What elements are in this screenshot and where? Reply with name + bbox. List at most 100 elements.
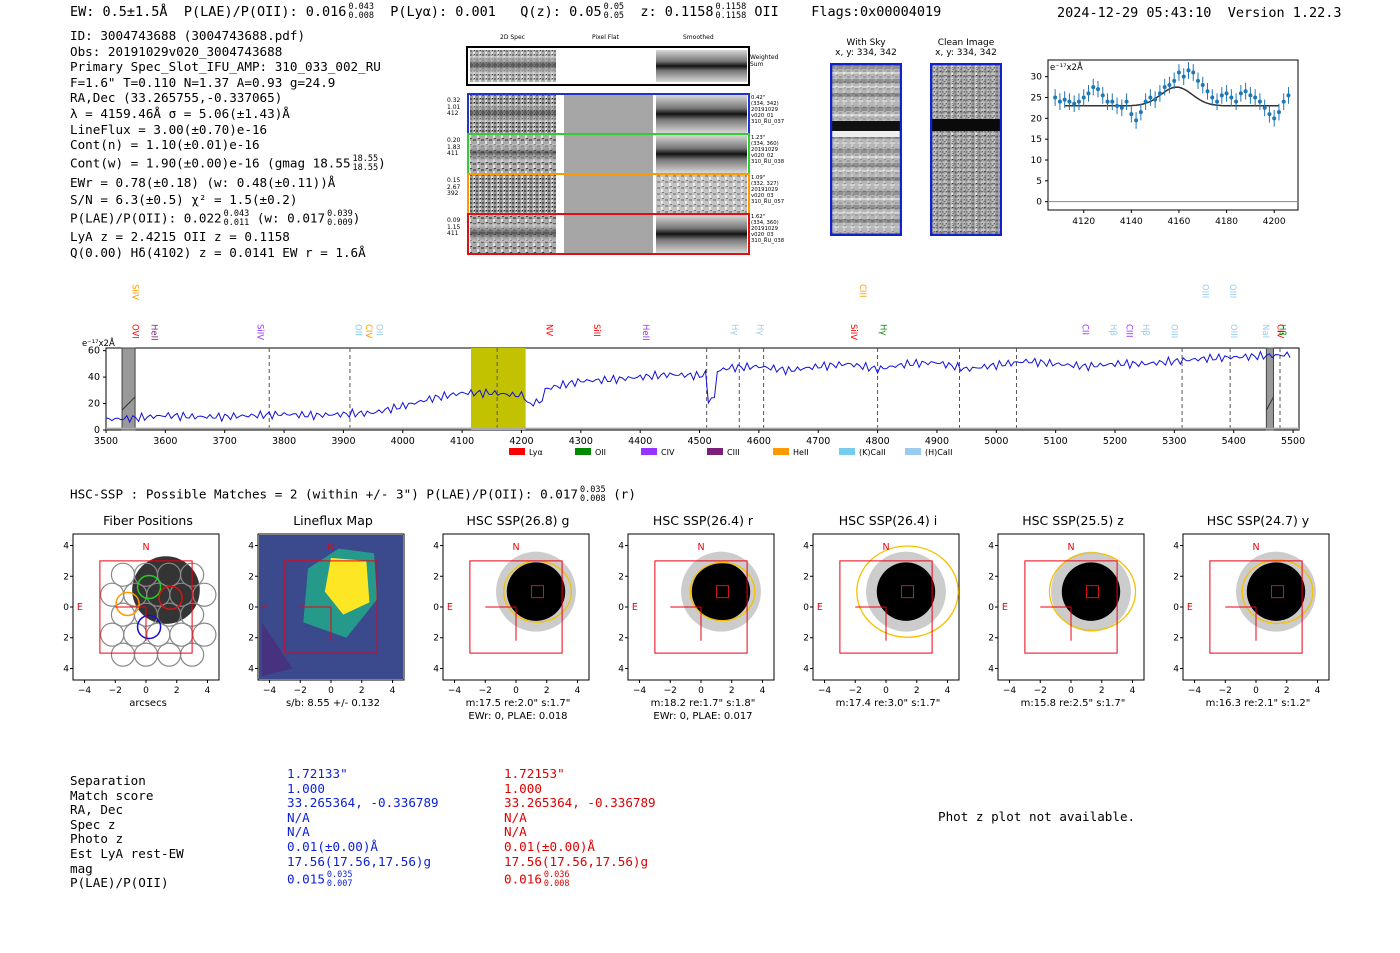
spec-line-label: OIII	[1199, 284, 1209, 298]
fit-point	[1272, 116, 1277, 121]
spec-line-label: SiIV	[848, 324, 858, 340]
hsc-ytick-label: 2	[803, 634, 809, 644]
fit-point	[1162, 85, 1167, 90]
fit-point	[1072, 101, 1077, 106]
hsc-north-label: N	[327, 542, 334, 553]
spec-row-2-v1: 0.20	[447, 137, 461, 144]
fiber-blue	[136, 614, 162, 640]
match-value: N/A	[504, 809, 527, 825]
fit-point	[1210, 95, 1215, 100]
spec-row-2-meta-1: (334, 360)	[751, 141, 779, 147]
hsc-east-label: E	[817, 602, 823, 613]
spec-col-flat: Pixel Flat	[592, 34, 619, 41]
hsc-xtick-label: 0	[143, 686, 149, 695]
hsc-xtick-label: 4	[205, 686, 211, 695]
hsc-ytick-label: 4	[988, 664, 994, 674]
hsc-ytick-label: 2	[618, 634, 624, 644]
spec-col-2d: 2D Spec	[500, 34, 525, 41]
hsc-ytick-label: 2	[618, 572, 624, 582]
spec-row-4-meta-4: 310_RU_038	[751, 238, 785, 244]
header-z-lo: 0.1158	[715, 11, 747, 21]
fit-point	[1134, 118, 1139, 123]
hsc-source-core	[506, 562, 566, 621]
fit-point	[1234, 99, 1239, 104]
hsc-east-label: E	[262, 602, 268, 613]
hsc-caption-line: arcsecs	[129, 698, 167, 709]
spec-line-label: SiIV	[254, 324, 264, 340]
hsc-panel-caption: m:15.8 re:2.5" s:1.7"	[988, 697, 1158, 710]
hsc-ytick-label: 0	[988, 603, 994, 613]
spec-legend-label: CIII	[727, 448, 740, 457]
hsc-caption-line: s/b: 8.55 +/- 0.132	[285, 698, 381, 709]
hsc-xtick-label: 2	[914, 686, 920, 695]
spec-xtick-label: 4300	[569, 436, 593, 447]
clean-image-coords: x, y: 334, 342	[935, 48, 997, 58]
spec-xtick-label: 4500	[687, 436, 711, 447]
lineflux-peak	[324, 557, 370, 615]
spec-row-2-meta: 1.23" (334, 360) 20191029 v020_02 310_RU_038	[751, 135, 784, 165]
spec-row-4	[467, 213, 750, 255]
match-label: RA, Dec	[70, 802, 124, 818]
hsc-ytick-label: 2	[63, 572, 69, 582]
fit-point	[1196, 78, 1200, 83]
hsc-ytick-label: 4	[803, 664, 809, 674]
info-contw-row: Cont(w) = 1.90(±0.00)e-16 (gmag 18.55 18.…	[70, 154, 386, 173]
header-plae-lo: 0.008	[348, 11, 374, 21]
match-label: Separation	[70, 773, 146, 788]
match-label: mag	[70, 860, 93, 876]
hsc-east-label: E	[1002, 602, 1008, 613]
fit-point	[1062, 97, 1067, 102]
hsc-ytick-label: 4	[988, 542, 994, 552]
spec-ytick-label: 40	[88, 372, 100, 383]
spec-xtick-label: 3900	[331, 436, 355, 447]
hsc-panel-title: HSC SSP(26.8) g	[466, 513, 570, 528]
hsc-xtick-label: −4	[818, 686, 832, 695]
fit-point	[1057, 99, 1062, 104]
fit-point	[1200, 83, 1205, 87]
spec-row-1-v1: 0.32	[447, 97, 461, 104]
hsc-ytick-label: 2	[433, 572, 439, 582]
hsc-source-core	[876, 562, 936, 621]
spec-xtick-label: 5000	[984, 436, 1008, 447]
match-labels: Separation Match score RA, Dec Spec z Ph…	[70, 773, 184, 891]
hsc-ytick-label: 2	[1173, 572, 1179, 582]
hsc-caption-line: EWr: 0, PLAE: 0.017	[653, 711, 753, 722]
spec-xtick-label: 3600	[153, 436, 177, 447]
spec-line-label: Hγ	[755, 324, 765, 335]
spec-row-4-meta-2: 20191029	[751, 226, 778, 232]
fit-point	[1086, 91, 1091, 96]
spec-legend-label: (H)CaII	[925, 448, 952, 457]
spec-line-label: SiII	[591, 324, 601, 337]
spec-line-label: OIII	[1168, 324, 1178, 338]
spec-legend-label: Lyα	[529, 448, 543, 457]
hsc-ytick-label: 2	[988, 572, 994, 582]
spec-line-label: SiIV	[130, 284, 140, 300]
hsc-panel-caption: m:17.4 re:3.0" s:1.7"	[803, 697, 973, 710]
header-qz: Q(z): 0.05	[520, 4, 602, 20]
hsc-xtick-label: −4	[263, 686, 277, 695]
hsc-ytick-label: 0	[433, 603, 439, 613]
match-value: 1.72133"	[287, 766, 348, 781]
hsc-east-label: E	[447, 602, 453, 613]
with-sky-coords: x, y: 334, 342	[835, 48, 897, 58]
info-radec: RA,Dec (33.265755,-0.337065)	[70, 90, 283, 106]
spec-row-4-v3: 411	[447, 230, 459, 237]
hsc-panel-image: N E −4 4 −2 2 0 0 2 2 4 4	[1173, 533, 1330, 695]
fit-point	[1119, 105, 1124, 110]
fit-point	[1286, 93, 1291, 98]
header-flags: Flags:0x00004019	[811, 4, 942, 20]
hsc-north-label: N	[142, 542, 149, 553]
fit-point	[1091, 85, 1096, 90]
fit-ytick-label: 30	[1031, 73, 1043, 83]
hsc-ytick-label: 4	[63, 542, 69, 552]
info-obs: Obs: 20191029v020_3004743688	[70, 43, 283, 59]
fit-point	[1238, 91, 1243, 96]
hsc-panel-title: Fiber Positions	[103, 513, 193, 528]
spec-legend-swatch	[641, 448, 657, 455]
match-col-2: 1.72153" 1.000 33.265364, -0.336789 N/A …	[504, 766, 656, 889]
spec-row-1-v2: 1.01	[447, 103, 461, 111]
hsc-ytick-label: 0	[248, 603, 254, 613]
spec-row-1-meta-3: v020_01	[751, 113, 774, 119]
hsc-panel-image: N E −4 4 −2 2 0 0 2 2 4 4	[803, 533, 960, 695]
spec-row-3-meta-2: 20191029	[751, 187, 778, 193]
